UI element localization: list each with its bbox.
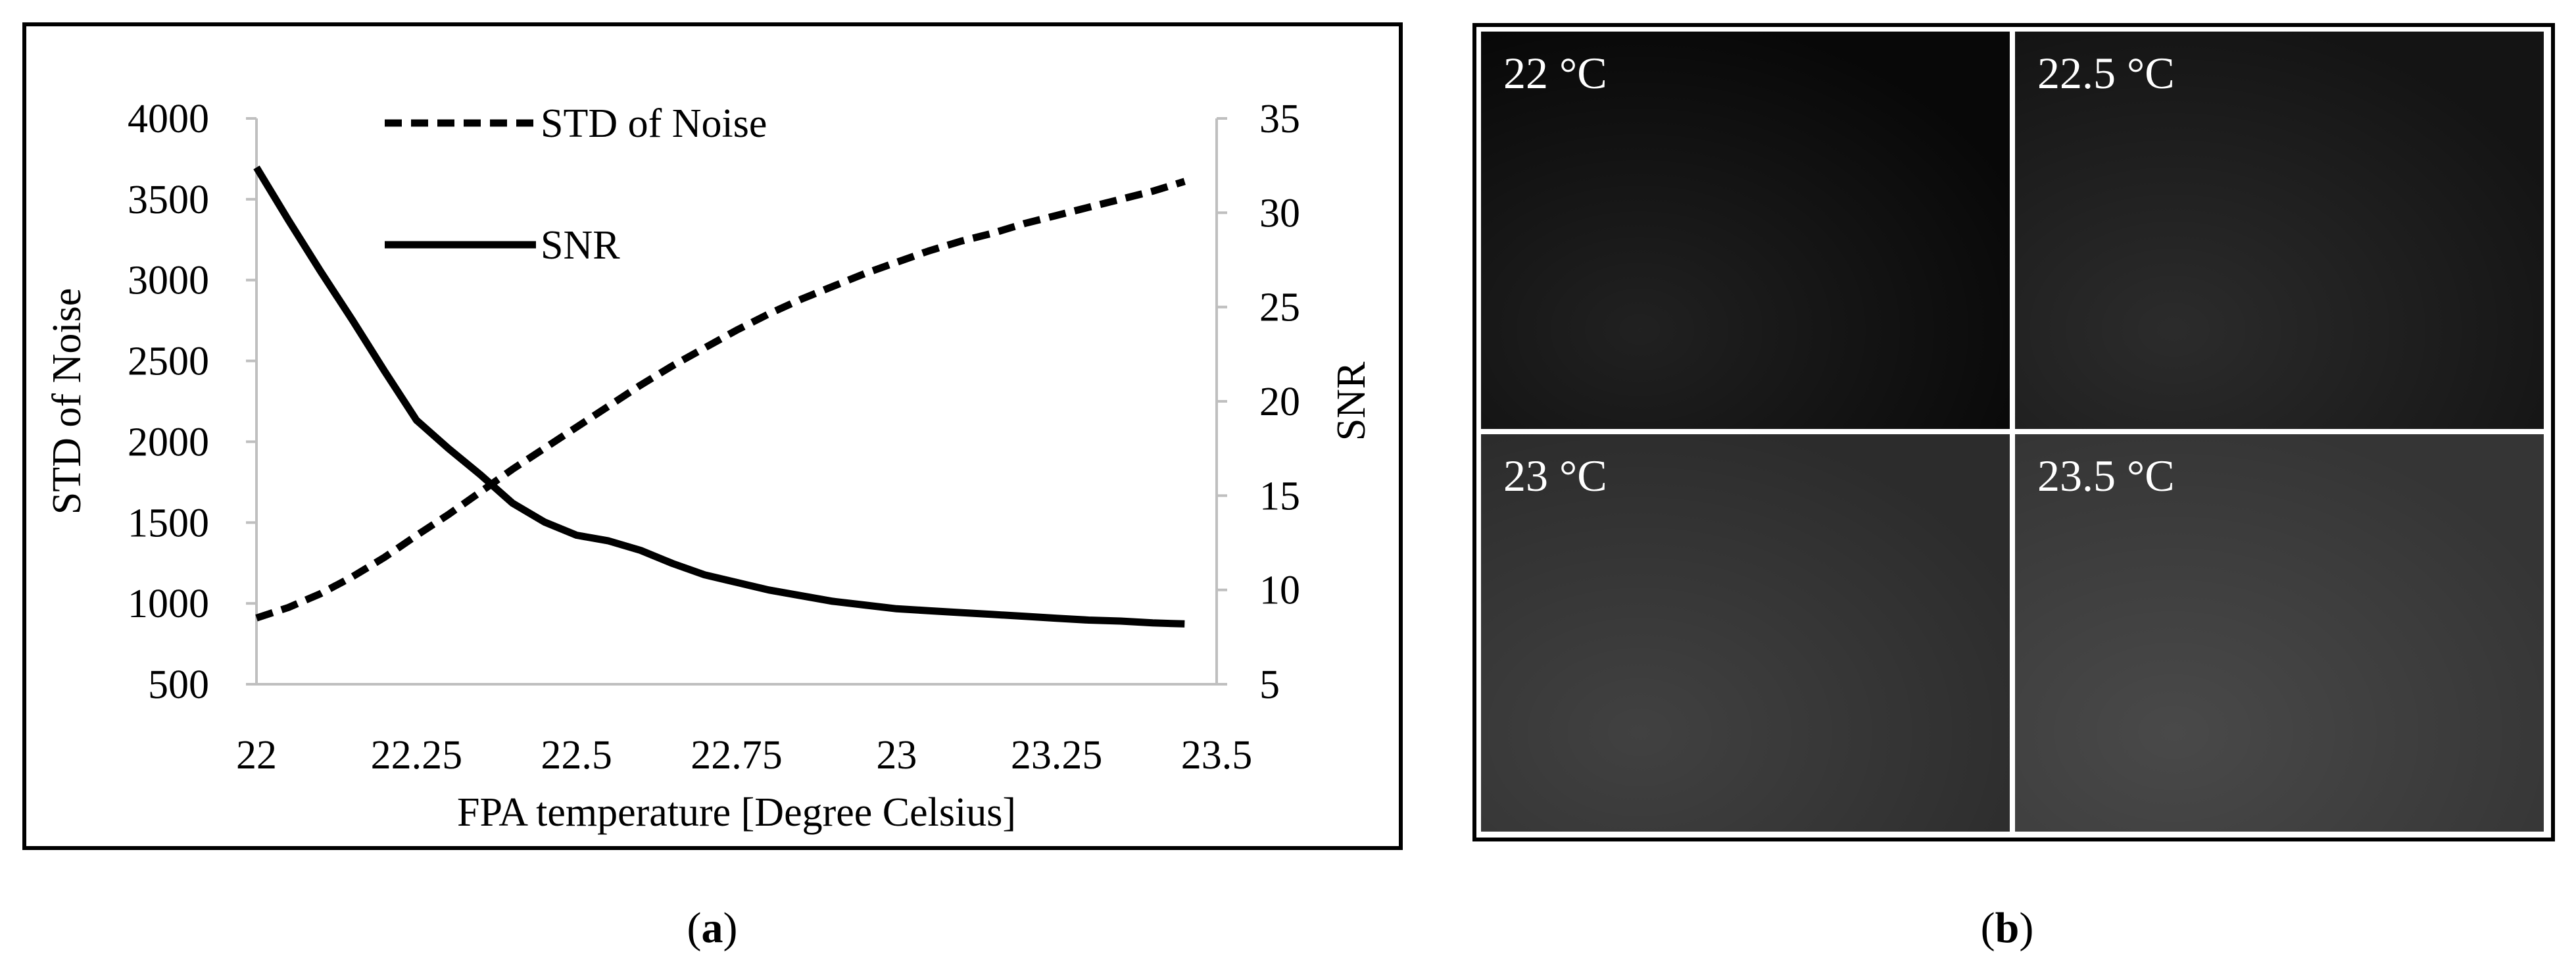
x-axis-label: FPA temperature [Degree Celsius] <box>457 790 1016 835</box>
left-tick-marks <box>246 117 256 686</box>
snr-series-line <box>253 165 1185 628</box>
chart-frame <box>22 22 1403 850</box>
legend-label-std: STD of Noise <box>541 101 767 146</box>
y-right-tick-label: 5 <box>1259 663 1280 707</box>
thermal-image-tiles: 22 °C 22.5 °C 23 °C 23.5 °C <box>1481 32 2544 832</box>
y-right-tick-label: 30 <box>1259 191 1300 236</box>
thermal-image-shading <box>1481 434 2010 832</box>
thermal-image-tile: 22 °C <box>1481 32 2010 429</box>
y-right-tick-label: 15 <box>1259 474 1300 518</box>
y-left-tick-label: 2500 <box>128 339 209 384</box>
thermal-image-tile: 23 °C <box>1481 434 2010 832</box>
y-left-tick-label: 500 <box>148 663 209 707</box>
right-tick-marks <box>1217 117 1227 686</box>
y-left-tick-label: 4000 <box>128 97 209 141</box>
thermal-image-label: 22.5 °C <box>2037 48 2175 98</box>
y-right-tick-labels: 35 30 25 20 15 10 5 <box>1259 97 1300 707</box>
y-right-tick-label: 10 <box>1259 568 1300 613</box>
thermal-image-label: 23.5 °C <box>2037 451 2175 501</box>
x-tick-labels: 22 22.25 22.5 22.75 23 23.25 23.5 <box>236 733 1252 778</box>
thermal-image-label: 22 °C <box>1503 48 1607 98</box>
x-tick-label: 23.25 <box>1011 733 1103 778</box>
y-left-axis-label: STD of Noise <box>45 288 89 514</box>
x-tick-label: 23 <box>876 733 917 778</box>
panel-b-caption: (b) <box>1981 904 2034 952</box>
y-left-tick-label: 1000 <box>128 582 209 626</box>
y-right-axis-label: SNR <box>1329 361 1374 441</box>
y-left-tick-labels: 4000 3500 3000 2500 2000 1500 1000 500 <box>128 97 209 707</box>
thermal-image-shading <box>1481 32 2010 429</box>
y-left-tick-label: 2000 <box>128 420 209 464</box>
thermal-image-tile: 22.5 °C <box>2015 32 2544 429</box>
y-left-tick-label: 1500 <box>128 501 209 545</box>
legend-label-snr: SNR <box>541 223 620 268</box>
x-tick-label: 22.5 <box>541 733 612 778</box>
x-tick-label: 22 <box>236 733 277 778</box>
panel-a: 22 22.25 22.5 22.75 23 23.25 23.5 4000 3500 3000… <box>22 22 1403 952</box>
panel-a-caption: (a) <box>687 904 738 952</box>
series-layer <box>253 165 1186 628</box>
panel-b: 22 °C 22.5 °C 23 °C 23.5 °C (b) <box>1472 23 2555 952</box>
y-right-tick-label: 35 <box>1259 97 1300 141</box>
x-tick-label: 22.25 <box>371 733 463 778</box>
x-tick-label: 22.75 <box>691 733 783 778</box>
panel-a-caption-letter: a <box>702 904 723 952</box>
thermal-image-shading <box>2015 32 2544 429</box>
y-right-tick-label: 20 <box>1259 380 1300 424</box>
thermal-image-shading <box>2015 434 2544 832</box>
plot-area: 22 22.25 22.5 22.75 23 23.25 23.5 4000 3500 3000… <box>128 97 1300 778</box>
y-left-tick-label: 3000 <box>128 259 209 303</box>
y-left-tick-label: 3500 <box>128 178 209 222</box>
thermal-image-label: 23 °C <box>1503 451 1607 501</box>
thermal-image-tile: 23.5 °C <box>2015 434 2544 832</box>
panel-b-caption-letter: b <box>1995 904 2020 952</box>
x-tick-label: 23.5 <box>1181 733 1253 778</box>
y-right-tick-label: 25 <box>1259 286 1300 330</box>
std-noise-series-line <box>255 178 1186 622</box>
legend: STD of Noise SNR <box>385 101 767 268</box>
